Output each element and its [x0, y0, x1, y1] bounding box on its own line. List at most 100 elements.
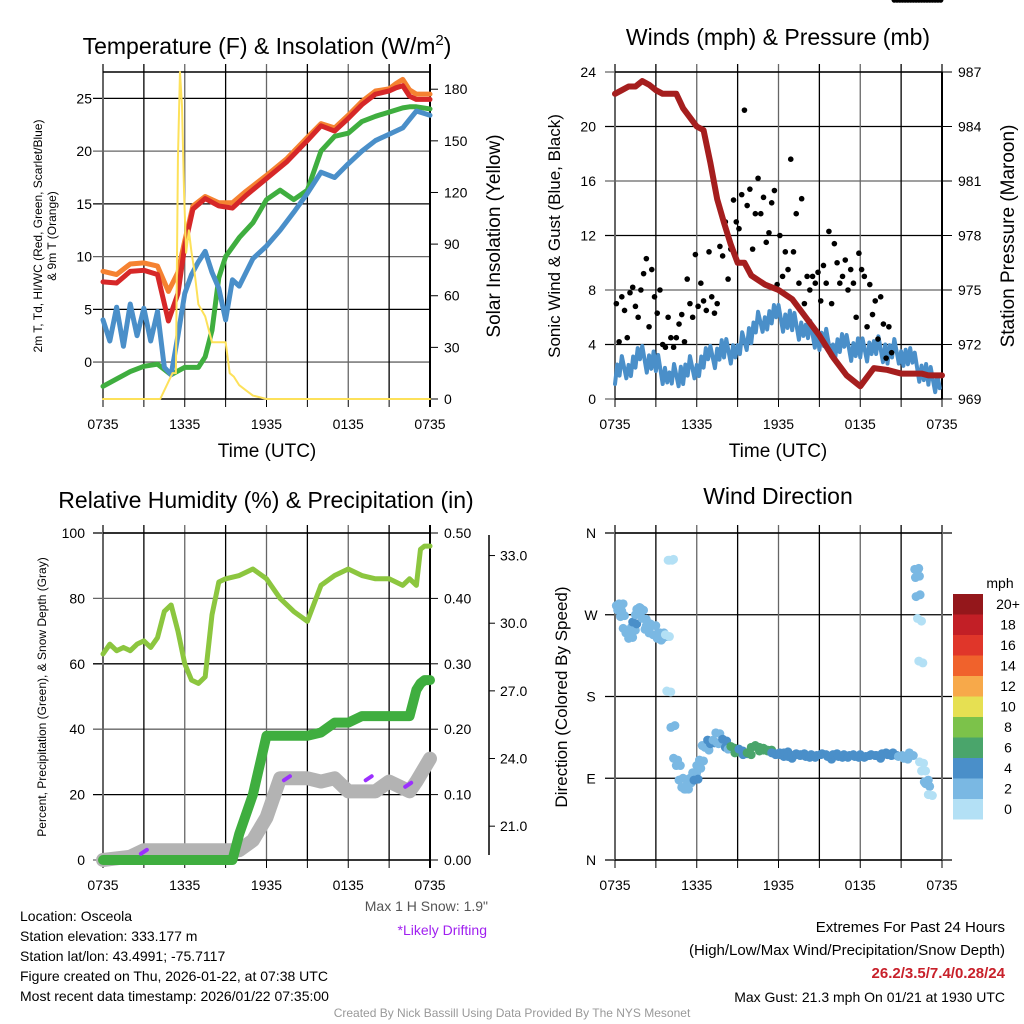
temperature-series-2m-t	[100, 83, 433, 324]
winds-y2tick-label: 978	[958, 228, 982, 244]
snow-depth-tick-label: 30.0	[500, 615, 527, 631]
winds-gust-point	[648, 266, 655, 273]
winds-gust-point	[684, 276, 691, 282]
winds-gust-point	[886, 323, 892, 330]
winds-gust-point	[869, 311, 876, 318]
colorbar-title: mph	[986, 575, 1013, 591]
humidity-y2tick-label: 0.20	[444, 721, 471, 737]
winds-gust-point	[692, 251, 699, 258]
winds-gust-point	[823, 280, 829, 286]
winds-gust-point	[744, 202, 750, 209]
winds-gust-point	[714, 300, 720, 307]
winds-gust-point	[698, 280, 704, 286]
winds-gust-point	[861, 273, 868, 280]
temperature-y2tick-label: 30	[444, 339, 460, 355]
temperature-ytick-label: 15	[76, 196, 92, 212]
colorbar-swatch	[953, 696, 983, 717]
wind-direction-point	[639, 605, 649, 615]
winds-gust-point	[820, 262, 827, 269]
extremes-values: 26.2/3.5/7.4/0.28/24	[871, 965, 1005, 982]
colorbar-swatch	[953, 614, 983, 635]
colorbar-swatch	[953, 655, 983, 676]
wind-direction-xtick-label: 0735	[926, 877, 957, 893]
winds-gust-point	[730, 197, 737, 203]
winds-gust-point	[749, 246, 756, 252]
humidity-y2tick-label: 0.30	[444, 656, 471, 672]
colorbar-swatch	[953, 778, 983, 799]
recent-timestamp-text: Most recent data timestamp: 2026/01/22 0…	[20, 988, 329, 1004]
winds-gust-point	[613, 300, 620, 307]
winds-gust-point	[771, 187, 778, 194]
temperature-series-hi-wc	[100, 108, 433, 378]
wind-direction-point	[915, 590, 925, 600]
winds-gust-point	[850, 280, 857, 286]
temperature-y2tick-label: 0	[444, 391, 452, 407]
colorbar-label: 4	[1004, 760, 1012, 776]
wind-direction-xtick-label: 0135	[845, 877, 876, 893]
temperature-ytick-label: 10	[76, 249, 92, 265]
winds-gust-point	[689, 314, 696, 321]
winds-y2tick-label: 969	[958, 391, 982, 407]
humidity-xtick-label: 0735	[87, 877, 118, 893]
winds-gust-point	[785, 266, 791, 273]
winds-gust-point	[676, 321, 682, 327]
colorbar-swatch	[953, 758, 983, 779]
winds-xtick-label: 0135	[845, 416, 876, 432]
elevation-text: Station elevation: 333.177 m	[20, 928, 198, 944]
colorbar-label: 12	[1000, 678, 1016, 694]
humidity-xtick-label: 1935	[251, 877, 282, 893]
winds-xtick-label: 0735	[926, 416, 957, 432]
colorbar-label: 2	[1004, 781, 1012, 797]
winds-gust-point	[787, 156, 794, 162]
wind-direction-point	[914, 571, 924, 581]
winds-gust-point	[643, 255, 650, 262]
winds-gust-point	[687, 300, 693, 307]
winds-gust-point	[627, 289, 633, 296]
humidity-y2tick-label: 0.40	[444, 590, 471, 606]
winds-gust-point	[725, 276, 731, 282]
temperature-ylabel: 2m T, Td, HI/WC (Red, Green, Scarlet/Blu…	[31, 120, 45, 353]
winds-gust-point	[877, 294, 884, 300]
wind-direction-point	[696, 763, 706, 773]
winds-gust-point	[826, 228, 832, 235]
wind-direction-point	[664, 632, 674, 642]
winds-gust-point	[670, 344, 677, 351]
temperature-xlabel: Time (UTC)	[218, 441, 317, 462]
humidity-xtick-label: 0135	[333, 877, 364, 893]
winds-gust-point	[834, 259, 840, 266]
winds-gust-point	[768, 200, 775, 206]
winds-gust-point	[864, 323, 870, 330]
winds-gust-point	[673, 334, 680, 341]
created-text: Figure created on Thu, 2026-01-22, at 07…	[20, 968, 328, 984]
winds-gust-point	[632, 303, 639, 310]
snow-depth-tick-label: 24.0	[500, 751, 527, 767]
temperature-xtick-label: 0735	[87, 416, 118, 432]
humidity-series-relative-humidity	[100, 543, 433, 686]
wind-direction-point	[651, 621, 661, 631]
temperature-y2tick-label: 60	[444, 288, 460, 304]
winds-ytick-label: 20	[580, 119, 596, 135]
winds-xtick-label: 1935	[763, 416, 794, 432]
humidity-xtick-label: 0735	[414, 877, 445, 893]
winds-gust-point	[779, 273, 786, 280]
winds-gust-point	[635, 314, 641, 321]
winds-gust-point	[828, 300, 835, 307]
wind-direction-point	[632, 619, 642, 629]
winds-gust-point	[782, 249, 789, 255]
wind-direction-point	[918, 658, 928, 668]
wind-direction-point	[619, 611, 629, 621]
humidity-title: Relative Humidity (%) & Precipitation (i…	[58, 487, 473, 513]
wind-direction-title: Wind Direction	[703, 483, 853, 509]
winds-y2tick-label: 984	[958, 119, 982, 135]
winds-y2tick-label: 981	[958, 173, 982, 189]
winds-gust-point	[708, 294, 715, 300]
drifting-marker	[363, 774, 374, 783]
colorbar-swatch	[953, 676, 983, 697]
colorbar-swatch	[953, 635, 983, 656]
wind-direction-point	[914, 563, 924, 573]
temperature-y2tick-label: 120	[444, 184, 468, 200]
wind-direction-point	[666, 687, 676, 697]
temperature-title: Temperature (F) & Insolation (W/m2)	[83, 32, 452, 59]
winds-gust-point	[847, 266, 854, 273]
winds-ytick-label: 0	[588, 391, 596, 407]
